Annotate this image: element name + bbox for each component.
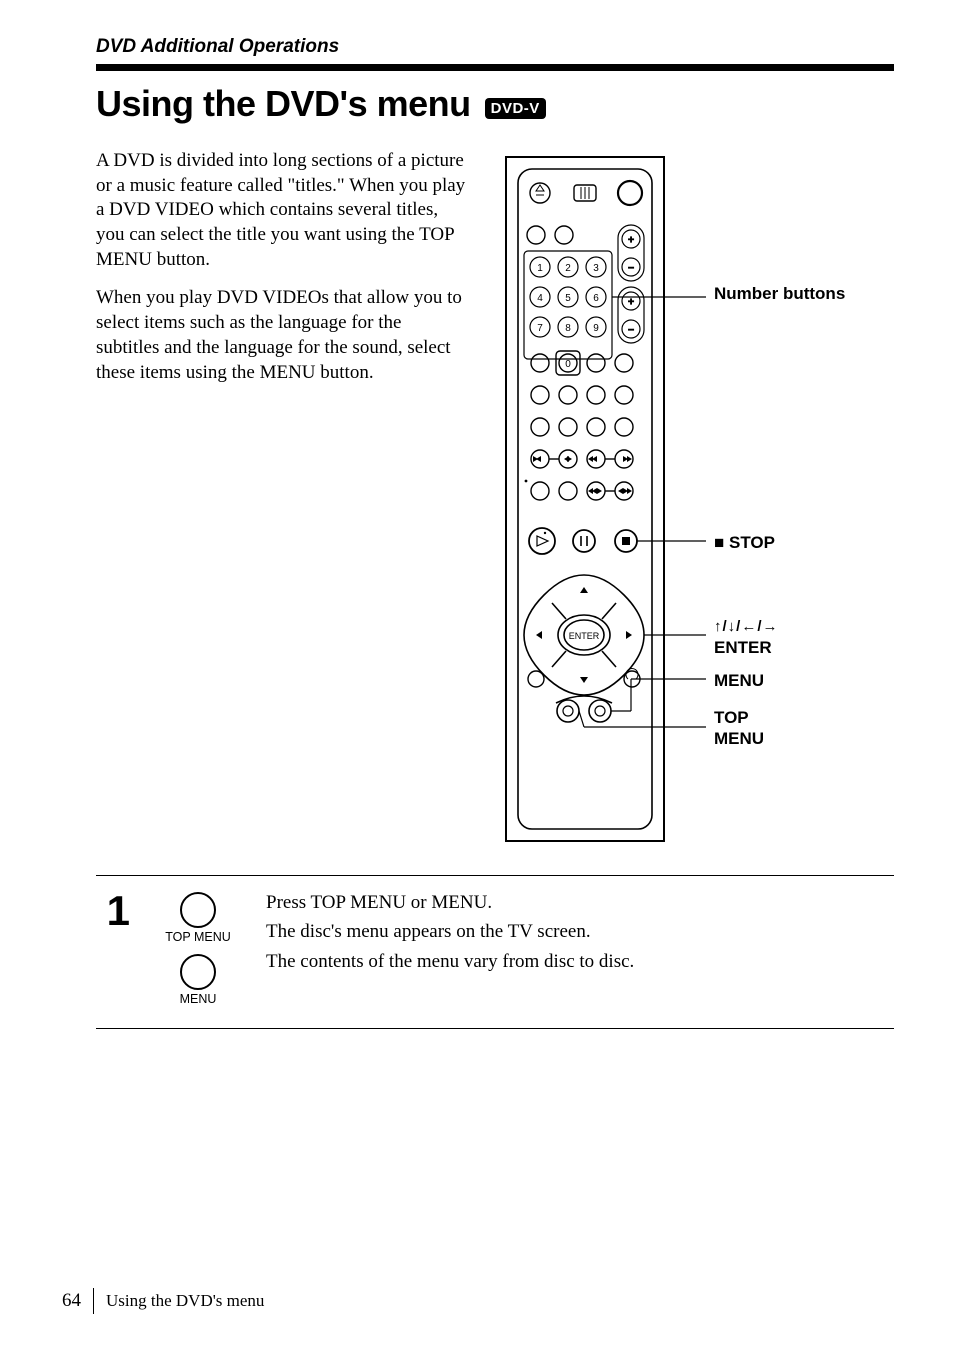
svg-text:+: + <box>628 235 634 246</box>
step-1: 1 TOP MENU MENU Press TOP MENU or MENU. … <box>96 876 894 1029</box>
svg-text:1: 1 <box>537 263 543 274</box>
step-line-3: The contents of the menu vary from disc … <box>266 947 894 976</box>
svg-text:+: + <box>628 297 634 308</box>
menu-button-icon <box>180 954 216 990</box>
callout-stop: ■ STOP <box>714 532 775 553</box>
callout-menu: MENU <box>714 670 764 691</box>
svg-text:8: 8 <box>565 323 571 334</box>
svg-text:2: 2 <box>565 263 571 274</box>
svg-text:−: − <box>628 325 634 336</box>
page-title: Using the DVD's menu <box>96 83 471 125</box>
remote-panel: 1 2 3 4 5 6 7 8 9 + − + − <box>496 149 894 849</box>
enter-label: ENTER <box>569 631 600 641</box>
callout-top-menu: TOP MENU <box>714 707 764 750</box>
top-menu-button-icon <box>180 892 216 928</box>
remote-diagram: 1 2 3 4 5 6 7 8 9 + − + − <box>496 149 706 849</box>
svg-text:7: 7 <box>537 323 543 334</box>
step-number: 1 <box>96 890 130 932</box>
step-text: Press TOP MENU or MENU. The disc's menu … <box>266 886 894 976</box>
page-number: 64 <box>62 1288 94 1314</box>
svg-text:5: 5 <box>565 293 571 304</box>
svg-text:6: 6 <box>593 293 599 304</box>
intro-p1: A DVD is divided into long sections of a… <box>96 149 466 272</box>
callout-number-buttons: Number buttons <box>714 283 845 304</box>
callout-enter: ↑/↓/←/→ ENTER <box>714 615 779 658</box>
dvdv-badge: DVD-V <box>485 98 546 119</box>
footer-title: Using the DVD's menu <box>94 1291 264 1311</box>
svg-text:9: 9 <box>593 323 599 334</box>
top-menu-label: TOP MENU <box>165 930 231 944</box>
section-header: DVD Additional Operations <box>96 36 894 58</box>
menu-label: MENU <box>180 992 217 1006</box>
step-icon-column: TOP MENU MENU <box>148 892 248 1014</box>
step-line-2: The disc's menu appears on the TV screen… <box>266 917 894 946</box>
svg-text:−: − <box>628 263 634 274</box>
svg-text:3: 3 <box>593 263 599 274</box>
page-footer: 64 Using the DVD's menu <box>62 1288 264 1314</box>
intro-p2: When you play DVD VIDEOs that allow you … <box>96 286 466 385</box>
title-rule <box>96 64 894 71</box>
intro-text: A DVD is divided into long sections of a… <box>96 149 466 399</box>
svg-text:4: 4 <box>537 293 543 304</box>
svg-text:0: 0 <box>565 359 571 370</box>
step-line-1: Press TOP MENU or MENU. <box>266 888 894 917</box>
